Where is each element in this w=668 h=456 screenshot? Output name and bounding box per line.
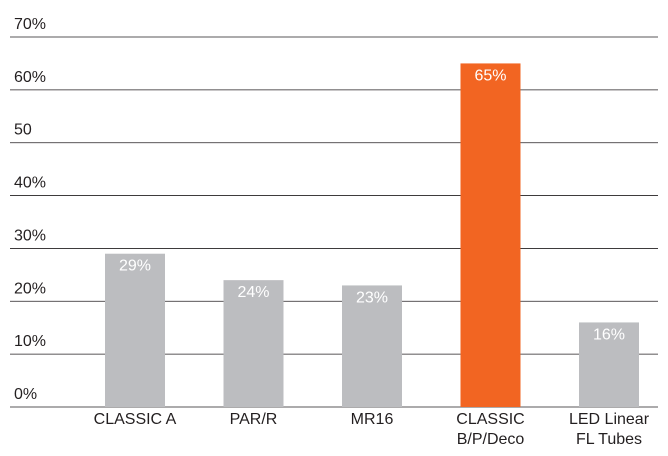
x-category-label: LED Linear FL Tubes: [569, 411, 650, 448]
x-category-label-line: FL Tubes: [576, 431, 642, 448]
data-labels: 29% 24% 23% 65% 16%: [119, 67, 625, 343]
y-tick-label: 10%: [14, 333, 46, 350]
data-label: 16%: [593, 326, 625, 343]
x-category-label: CLASSIC A: [94, 411, 177, 428]
y-axis-tick-labels: 0% 10% 20% 30% 40% 50 60% 70%: [14, 16, 46, 403]
x-category-label-line: PAR/R: [230, 411, 278, 428]
x-category-label-line: CLASSIC: [456, 411, 524, 428]
data-label: 24%: [237, 284, 269, 301]
bar-3: [342, 285, 402, 407]
y-tick-label: 20%: [14, 280, 46, 297]
bar-5: [579, 322, 639, 407]
x-category-label-line: MR16: [351, 411, 394, 428]
x-category-label-line: CLASSIC A: [94, 411, 177, 428]
x-category-label-line: LED Linear: [569, 411, 650, 428]
x-axis-category-labels: CLASSIC A PAR/R MR16 CLASSIC B/P/Deco LED Lin…: [94, 411, 650, 448]
data-label: 65%: [474, 67, 506, 84]
y-tick-label: 0%: [14, 386, 37, 403]
bar-2: [223, 280, 284, 407]
x-category-label: PAR/R: [230, 411, 278, 428]
bar-1: [105, 253, 165, 407]
bar-4: [460, 63, 521, 408]
data-label: 29%: [119, 258, 151, 275]
data-label: 23%: [356, 289, 388, 306]
x-category-label: CLASSIC B/P/Deco: [456, 411, 524, 448]
y-tick-label: 70%: [14, 16, 46, 33]
y-tick-label: 60%: [14, 69, 46, 86]
x-category-label-line: B/P/Deco: [457, 431, 525, 448]
y-tick-label: 50: [14, 122, 32, 139]
bars: [105, 63, 639, 408]
x-category-label: MR16: [351, 411, 394, 428]
y-tick-label: 30%: [14, 227, 46, 244]
y-tick-label: 40%: [14, 175, 46, 192]
